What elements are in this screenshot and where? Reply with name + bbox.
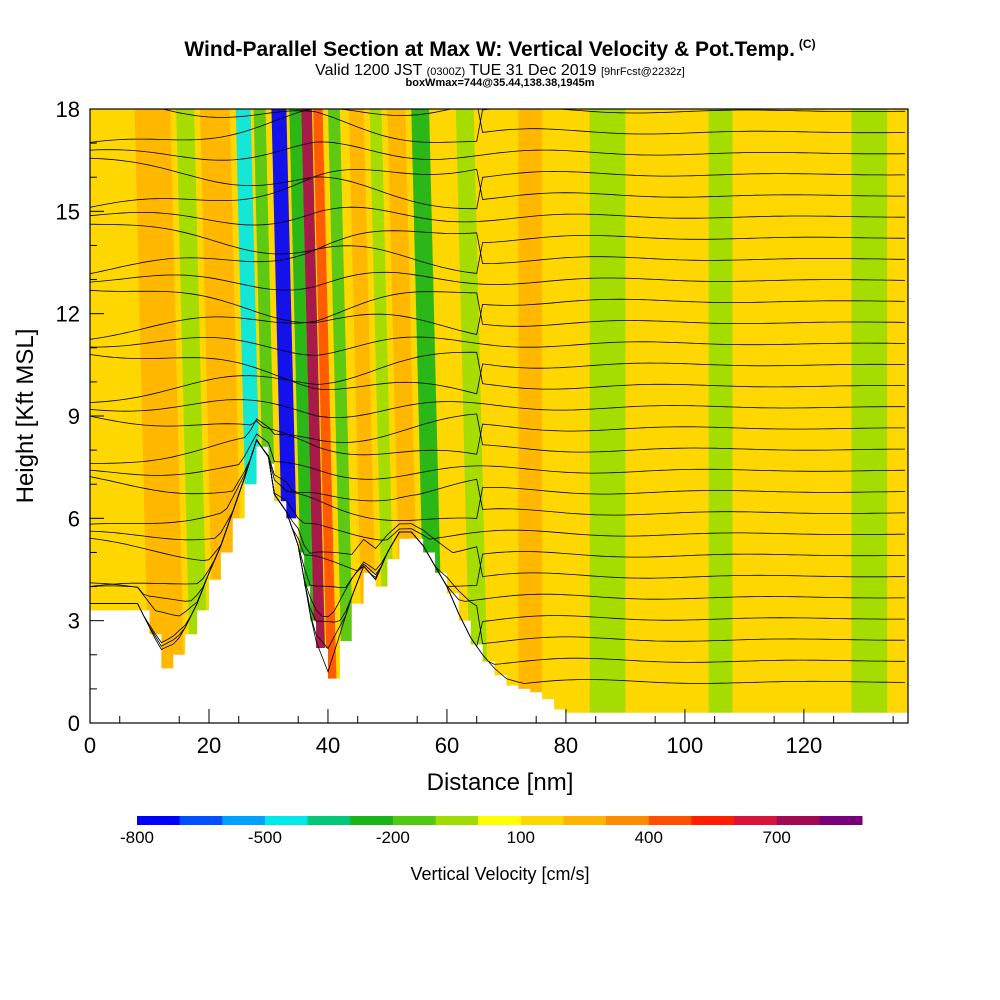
isentrope-17 (90, 291, 906, 340)
valid-time-line: Valid 1200 JST (0300Z) TUE 31 Dec 2019 [… (0, 62, 1000, 80)
chart-title: Wind-Parallel Section at Max W: Vertical… (0, 37, 1000, 62)
isentrope-25 (90, 141, 906, 161)
box-wmax-info: boxWmax=744@35.44,138.38,1945m (405, 77, 595, 89)
colorbar-swatch-9 (520, 816, 564, 825)
valid-prefix: Valid 1200 JST (315, 62, 423, 79)
x-tick-label-5: 100 (667, 733, 704, 758)
vv-band-7 (289, 109, 317, 723)
vv-band-17 (518, 109, 543, 723)
isentrope-6 (90, 439, 906, 587)
x-tick-label-1: 20 (197, 733, 221, 758)
vv-band-18 (589, 109, 626, 723)
y-tick-label-0: 0 (68, 711, 80, 736)
colorbar-swatch-13 (691, 816, 735, 825)
isentrope-18 (90, 289, 906, 335)
y-axis-title: Height [Kft MSL] (12, 329, 39, 504)
vv-band-8 (301, 109, 327, 723)
colorbar-tick-label-5: 700 (763, 828, 791, 847)
colorbar-swatch-8 (478, 816, 522, 825)
valid-date: TUE 31 Dec 2019 (469, 62, 597, 79)
y-tick-label-4: 12 (56, 302, 80, 327)
colorbar-swatch-10 (563, 816, 607, 825)
x-tick-label-6: 120 (786, 733, 823, 758)
colorbar-swatch-3 (264, 816, 309, 825)
isentrope-26 (90, 109, 906, 143)
vv-band-2 (176, 109, 209, 723)
isentrope-11 (90, 413, 905, 464)
colorbar-swatch-2 (222, 816, 266, 825)
isentrope-15 (90, 354, 906, 395)
colorbar-tick-label-0: -800 (120, 828, 154, 847)
colorbar-swatch-1 (179, 816, 223, 825)
isentrope-23 (90, 168, 905, 208)
x-tick-label-2: 40 (316, 733, 340, 758)
y-tick-label-5: 15 (56, 199, 80, 224)
valid-utc: (0300Z) (426, 66, 466, 78)
isentrope-7 (90, 439, 906, 541)
colorbar-tick-label-3: 100 (507, 828, 535, 847)
colorbar-tick-label-1: -500 (248, 828, 282, 847)
colorbar-swatch-0 (137, 816, 181, 825)
colorbar-swatch-16 (819, 816, 863, 825)
plot-area (90, 35, 908, 723)
vv-band-11 (348, 109, 379, 723)
isentrope-20 (90, 230, 905, 275)
copyright-mark: (C) (798, 37, 816, 51)
vv-band-1 (134, 109, 186, 723)
colorbar-swatch-11 (606, 816, 650, 825)
isentrope-9 (90, 439, 905, 521)
isentrope-13 (90, 399, 905, 419)
chart-title-text: Wind-Parallel Section at Max W: Vertical… (184, 38, 795, 61)
x-axis-title: Distance [nm] (427, 769, 574, 796)
colorbar-swatch-5 (350, 816, 394, 825)
colorbar-swatch-4 (307, 816, 351, 825)
isentrope-24 (90, 157, 905, 210)
isentrope-12 (90, 415, 905, 456)
y-tick-label-3: 9 (68, 404, 80, 429)
colorbar-label: Vertical Velocity [cm/s] (410, 864, 589, 884)
isentrope-22 (90, 206, 905, 226)
vv-band-16 (455, 109, 489, 723)
y-tick-label-2: 6 (68, 506, 80, 531)
vv-band-20 (851, 109, 888, 723)
vv-band-9 (313, 109, 338, 723)
isentrope-28 (90, 79, 905, 97)
vv-band-10 (327, 109, 355, 723)
isentrope-16 (90, 336, 905, 356)
forecast-info: [9hrFcst@2232z] (600, 66, 685, 78)
colorbar: -800 -500 -200 100 400 700 (120, 816, 863, 847)
vv-band-19 (708, 109, 733, 723)
terrain (90, 446, 908, 723)
isentrope-14 (90, 351, 906, 403)
colorbar-tick-label-2: -200 (376, 828, 410, 847)
colorbar-tick-label-4: 400 (635, 828, 663, 847)
colorbar-swatch-6 (392, 816, 437, 825)
colorbar-swatch-7 (435, 816, 479, 825)
vv-band-14 (411, 109, 444, 723)
colorbar-swatch-14 (734, 816, 778, 825)
isentrope-29 (90, 35, 905, 80)
isentrope-27 (160, 109, 905, 143)
x-tick-label-0: 0 (84, 733, 96, 758)
colorbar-swatch-15 (776, 816, 820, 825)
isentrope-8 (90, 439, 906, 525)
axes: 0 20 40 60 80 100 120 0 3 6 9 12 15 18 (56, 97, 894, 758)
isentrope-21 (90, 223, 906, 274)
y-tick-label-6: 18 (56, 97, 80, 122)
vv-band-15 (432, 109, 462, 723)
isentrope-19 (90, 271, 906, 291)
y-tick-label-1: 3 (68, 609, 80, 634)
colorbar-swatch-12 (648, 816, 692, 825)
vv-band-0 (110, 109, 144, 723)
x-tick-label-4: 80 (554, 733, 578, 758)
isentrope-10 (90, 433, 905, 480)
x-tick-label-3: 60 (435, 733, 459, 758)
